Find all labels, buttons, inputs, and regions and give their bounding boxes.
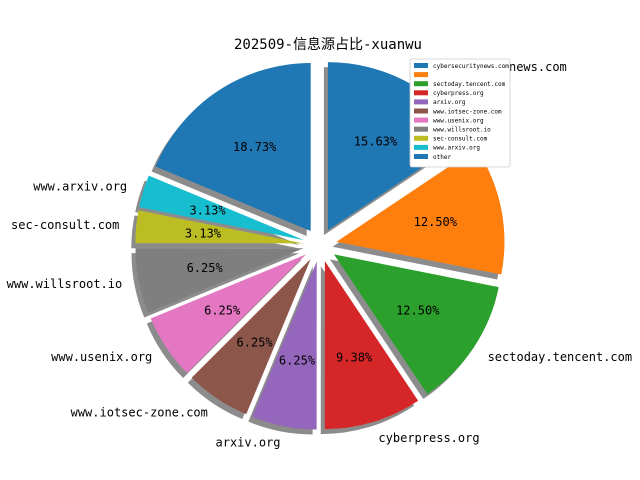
legend-entry-label: sec-consult.com: [433, 136, 488, 143]
slice-label: sectoday.tencent.com: [488, 350, 633, 364]
pie-slice: [252, 261, 317, 430]
slice-label: www.iotsec-zone.com: [71, 406, 208, 420]
pie-slice: [333, 254, 499, 395]
legend-swatch: [414, 144, 428, 150]
percentage-label: 6.25%: [279, 353, 316, 367]
percentage-label: 6.25%: [187, 261, 224, 275]
legend-entry-label: www.iotsec-zone.com: [433, 108, 502, 115]
percentage-label: 12.50%: [396, 303, 440, 317]
pie-slices: [135, 62, 505, 430]
pie-slice: [336, 148, 505, 275]
slice-label: www.usenix.org: [51, 350, 152, 364]
legend-entry-label: other: [433, 154, 451, 161]
legend-entry-label: cybersecuritynews.com: [433, 63, 509, 70]
legend-swatch: [414, 126, 428, 132]
pie-slice: [139, 175, 304, 241]
slice-label: www.arxiv.org: [33, 179, 127, 193]
percentage-label: 3.13%: [185, 226, 222, 240]
pie-slice: [135, 210, 304, 244]
pie-slice: [150, 254, 307, 374]
percentage-label: 18.73%: [233, 140, 277, 154]
pie-slice: [324, 261, 419, 430]
legend-entry-label: sectoday.tencent.com: [433, 81, 506, 88]
slice-labels: cybersecuritynews.com sectoday.tencent.co…: [7, 60, 632, 449]
percentage-labels: 15.63% 12.50% 12.50% 9.38% 6.25% 6.25% 6.25% 6.…: [185, 134, 458, 367]
percentage-label: 12.50%: [414, 215, 458, 229]
pie-slice: [135, 248, 304, 313]
percentage-label: 15.63%: [354, 134, 398, 148]
legend-swatch: [414, 81, 428, 87]
slice-label: www.willsroot.io: [7, 277, 123, 291]
legend-entry-label: www.usenix.org: [433, 117, 484, 124]
legend-swatch: [414, 135, 428, 141]
legend-entry-label: www.arxiv.org: [433, 145, 480, 152]
legend-swatch: [414, 154, 428, 159]
legend: cybersecuritynews.com sectoday.tencent.co…: [409, 58, 511, 168]
legend-entry-label: arxiv.org: [433, 99, 466, 106]
legend-swatch: [414, 117, 428, 123]
legend-swatch: [414, 99, 428, 105]
slice-label: cyberpress.org: [378, 431, 479, 445]
pie-slice: [155, 63, 311, 232]
legend-entry-label: www.willsroot.io: [433, 127, 491, 134]
legend-swatch: [414, 63, 428, 68]
chart-title: 202509-信息源占比-xuanwu: [234, 36, 422, 53]
pie-slice: [191, 258, 311, 415]
slice-label: sec-consult.com: [11, 218, 119, 232]
percentage-label: 6.25%: [204, 303, 241, 317]
percentage-label: 6.25%: [237, 336, 274, 350]
percentage-label: 9.38%: [336, 351, 373, 365]
percentage-label: 3.13%: [189, 204, 226, 218]
legend-swatch: [414, 72, 428, 78]
legend-entry-label: cyberpress.org: [433, 90, 484, 97]
slice-label: arxiv.org: [216, 436, 281, 450]
legend-swatch: [414, 90, 428, 96]
legend-frame: [409, 58, 511, 168]
legend-swatch: [414, 108, 428, 114]
